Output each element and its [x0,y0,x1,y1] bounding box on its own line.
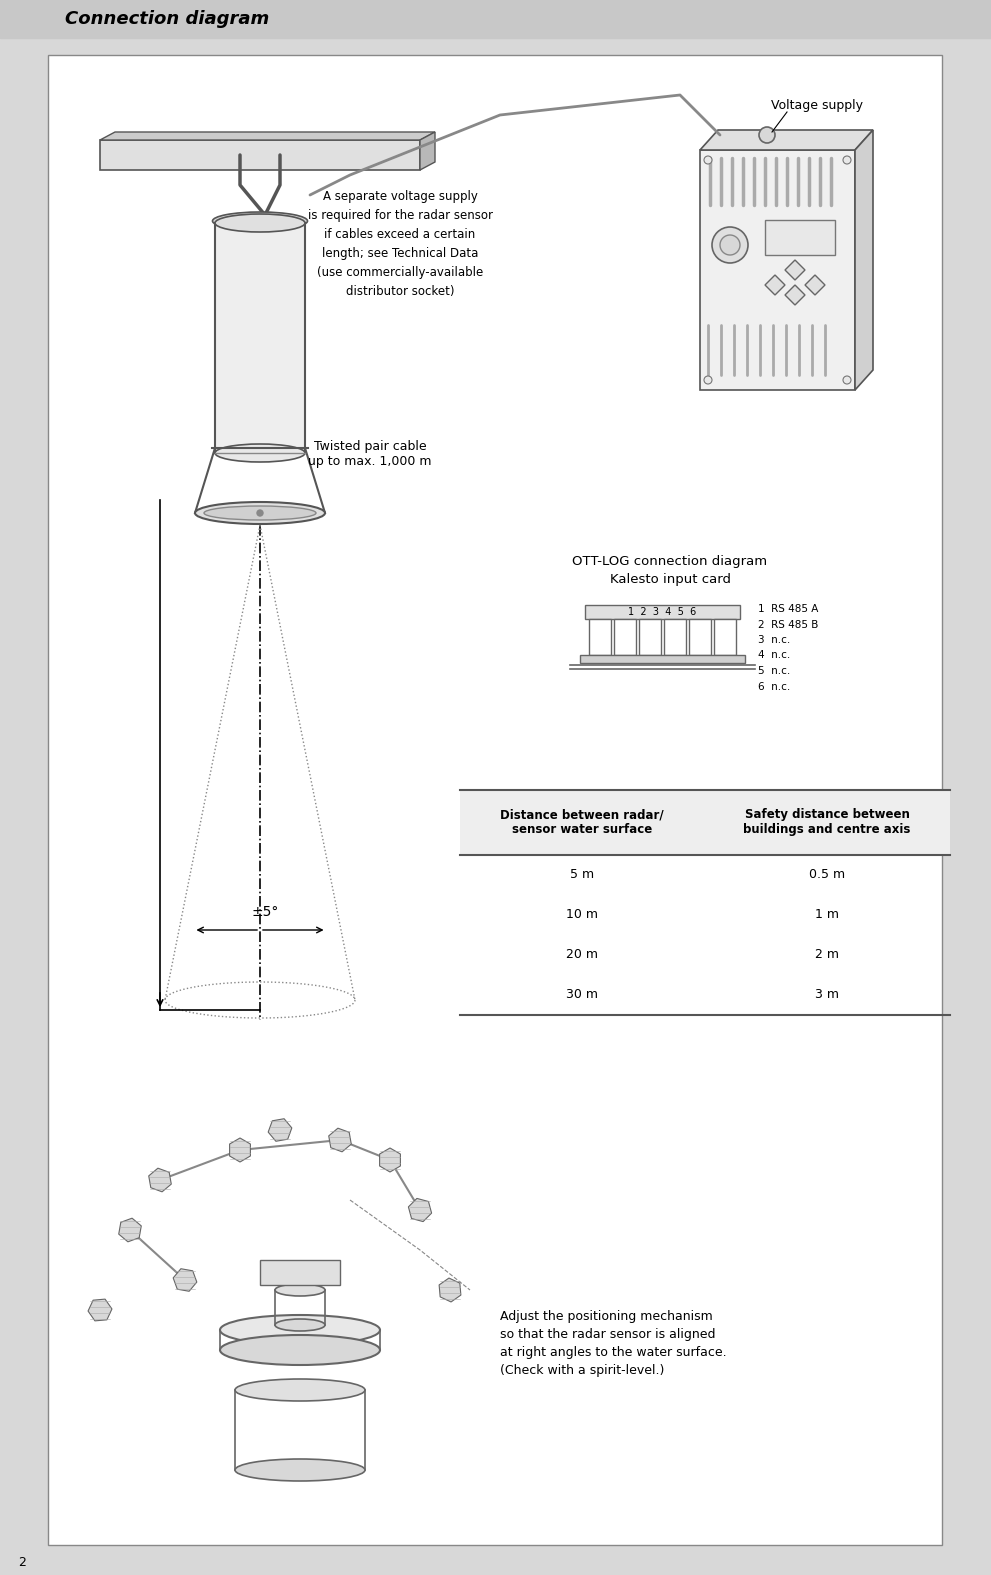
Bar [689,619,711,655]
Ellipse shape [220,1315,380,1345]
Bar [664,619,686,655]
Circle shape [704,156,712,164]
Text: 1  RS 485 A: 1 RS 485 A [758,603,819,614]
Polygon shape [215,224,305,454]
Ellipse shape [204,506,316,520]
Bar [100,140,420,170]
Text: 3  n.c.: 3 n.c. [758,635,790,646]
Text: 30 m: 30 m [566,989,598,1002]
Text: 20 m: 20 m [566,948,598,961]
Bar [614,619,636,655]
Circle shape [759,128,775,143]
Bar [580,655,745,663]
Text: 2 m: 2 m [815,948,839,961]
Polygon shape [329,1128,351,1151]
Text: 5  n.c.: 5 n.c. [758,666,790,676]
Polygon shape [230,1139,251,1162]
Ellipse shape [215,214,305,232]
Bar [765,221,835,255]
Polygon shape [100,132,435,140]
Bar [714,619,736,655]
Polygon shape [173,1269,197,1292]
Ellipse shape [275,1318,325,1331]
Text: Adjust the positioning mechanism
so that the radar sensor is aligned
at right an: Adjust the positioning mechanism so that… [500,1310,726,1377]
Polygon shape [119,1217,142,1241]
Circle shape [843,376,851,384]
Circle shape [720,235,740,255]
Bar [639,619,661,655]
Text: ±5°: ±5° [252,906,278,918]
Ellipse shape [215,444,305,461]
Text: Twisted pair cable
up to max. 1,000 m: Twisted pair cable up to max. 1,000 m [308,439,432,468]
Circle shape [704,376,712,384]
Ellipse shape [275,1284,325,1296]
Bar [700,150,855,391]
Text: 3 m: 3 m [815,989,839,1002]
Bar [0,0,991,38]
Polygon shape [380,1148,400,1172]
Text: Safety distance between
buildings and centre axis: Safety distance between buildings and ce… [743,808,911,836]
Ellipse shape [235,1380,365,1402]
Text: 5 m: 5 m [570,868,594,882]
Bar [585,605,740,619]
Text: A separate voltage supply
is required for the radar sensor
if cables exceed a ce: A separate voltage supply is required fo… [307,191,493,298]
Polygon shape [269,1118,291,1142]
Bar [260,1260,340,1285]
Text: 0.5 m: 0.5 m [809,868,845,882]
Polygon shape [765,276,785,295]
Text: 2  RS 485 B: 2 RS 485 B [758,619,819,630]
Ellipse shape [212,213,307,230]
Polygon shape [785,285,805,306]
Polygon shape [785,260,805,280]
Polygon shape [805,276,825,295]
Text: 2: 2 [18,1556,26,1569]
Text: Connection diagram: Connection diagram [65,9,270,28]
Text: Distance between radar/
sensor water surface: Distance between radar/ sensor water sur… [500,808,664,836]
Polygon shape [149,1169,171,1192]
Ellipse shape [195,502,325,524]
Text: 10 m: 10 m [566,909,598,921]
Bar [589,619,611,655]
Text: Voltage supply: Voltage supply [771,99,863,112]
Polygon shape [439,1277,461,1303]
Bar [460,791,950,855]
Text: OTT-LOG connection diagram
Kalesto input card: OTT-LOG connection diagram Kalesto input… [573,554,768,586]
Text: 4  n.c.: 4 n.c. [758,650,790,660]
Circle shape [843,156,851,164]
Polygon shape [855,131,873,391]
Text: 6  n.c.: 6 n.c. [758,682,790,691]
Polygon shape [700,131,873,150]
Polygon shape [408,1199,432,1222]
Ellipse shape [220,1336,380,1366]
Polygon shape [88,1299,112,1321]
Text: 1  2  3  4  5  6: 1 2 3 4 5 6 [628,606,696,617]
Text: 1 m: 1 m [815,909,839,921]
Polygon shape [420,132,435,170]
Circle shape [257,510,263,517]
Circle shape [712,227,748,263]
Ellipse shape [235,1458,365,1480]
